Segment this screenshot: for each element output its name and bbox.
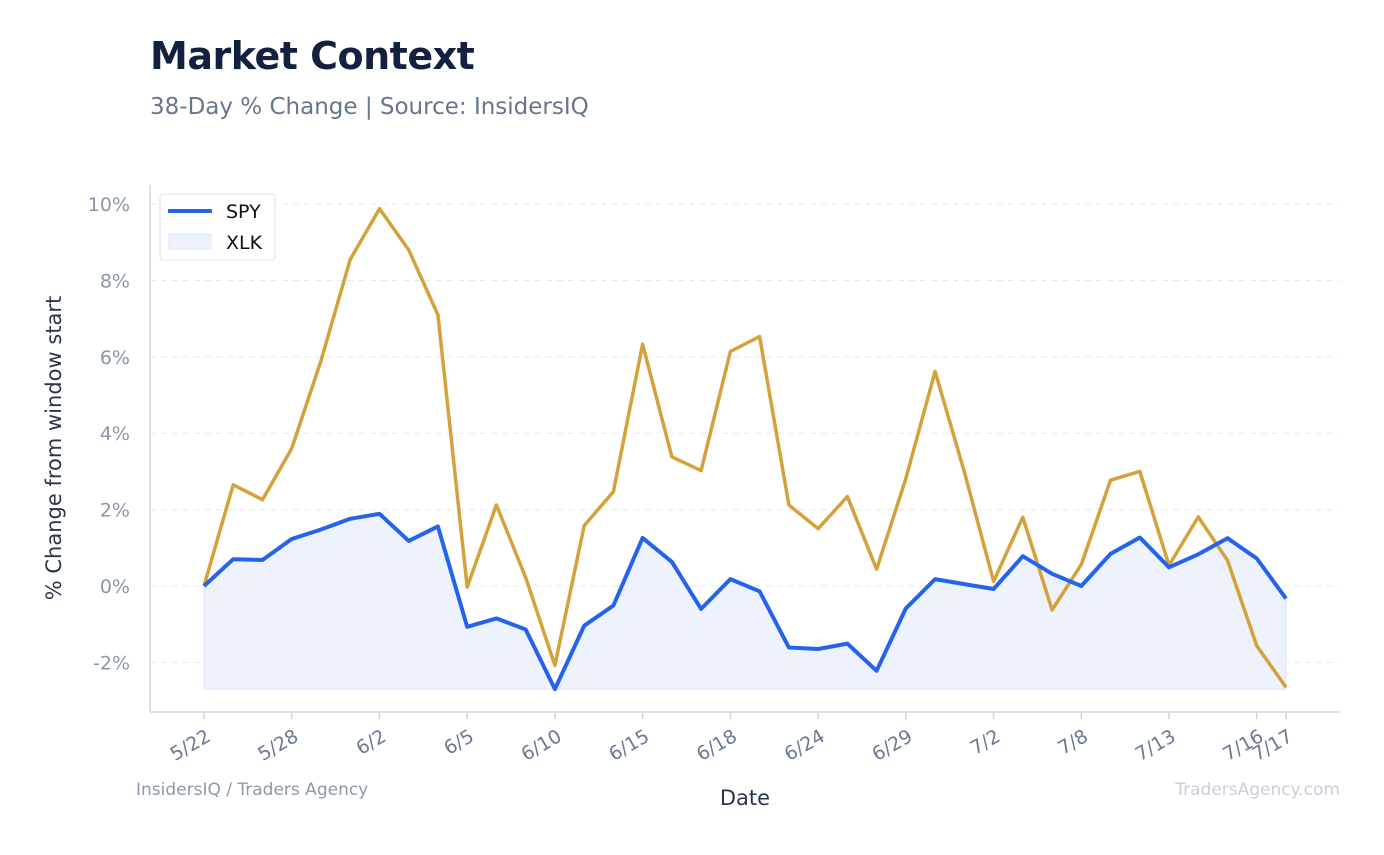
y-tick-label: 0% <box>100 576 130 598</box>
x-tick-label: 6/24 <box>781 725 829 765</box>
axes <box>149 185 1340 713</box>
x-tick-label: 6/2 <box>352 725 389 759</box>
x-tick-label: 7/8 <box>1054 725 1091 759</box>
legend-spy-label: SPY <box>226 201 261 223</box>
x-tick-label: 6/5 <box>440 725 477 759</box>
x-tick-label: 6/18 <box>693 725 741 765</box>
y-tick-label: 10% <box>88 194 130 216</box>
x-tick-label: 6/15 <box>605 725 653 765</box>
y-tick-label: 6% <box>100 347 130 369</box>
x-tick-labels: 5/22 5/28 6/2 6/5 6/10 6/15 6/18 6/24 6/29 7/2 7/8… <box>167 712 1297 766</box>
legend-xlk-swatch <box>168 233 212 250</box>
y-tick-label: 2% <box>100 500 130 522</box>
spy-series-line <box>202 511 1288 692</box>
x-tick-label: 7/2 <box>967 725 1004 759</box>
x-tick-label: 5/28 <box>254 725 302 765</box>
y-tick-label: -2% <box>93 652 130 674</box>
xlk-series-line <box>202 206 1288 689</box>
y-tick-label: 4% <box>100 423 130 445</box>
footer-watermark: TradersAgency.com <box>1175 780 1340 800</box>
y-tick-labels: -2% 0% 2% 4% 6% 8% 10% <box>88 194 130 674</box>
chart-title: Market Context <box>150 34 475 78</box>
y-axis-label: % Change from window start <box>42 296 66 601</box>
x-axis-label: Date <box>720 786 770 810</box>
legend: SPY XLK <box>159 193 276 261</box>
x-tick-label: 6/29 <box>868 725 916 765</box>
x-tick-label: 7/13 <box>1132 725 1180 765</box>
footer-credit: InsidersIQ / Traders Agency <box>136 780 369 800</box>
x-tick-label: 6/10 <box>517 725 565 765</box>
chart-subtitle: 38-Day % Change | Source: InsidersIQ <box>150 94 589 120</box>
x-tick-label: 5/22 <box>167 725 215 765</box>
legend-xlk-label: XLK <box>226 232 263 254</box>
y-tick-label: 8% <box>100 270 130 292</box>
spy-area-fill <box>203 513 1287 691</box>
